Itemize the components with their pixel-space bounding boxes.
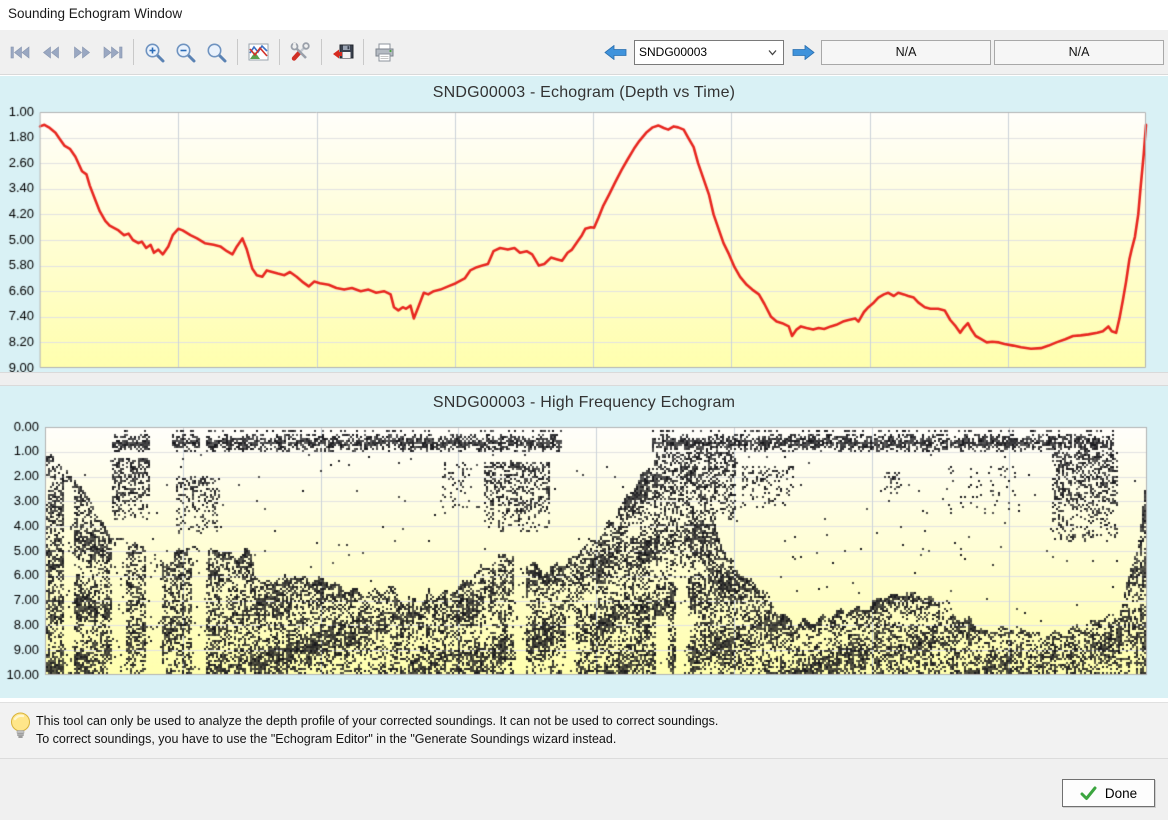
go-first-button[interactable] (5, 37, 34, 67)
done-button-label: Done (1104, 785, 1138, 801)
toolbar: SNDG00003 N/A N/A (0, 30, 1168, 75)
zoom-in-icon (145, 43, 165, 62)
checkmark-icon (1080, 786, 1097, 800)
na-button-2[interactable]: N/A (994, 39, 1164, 65)
depth-profile-chart-panel: SNDG00003 - Echogram (Depth vs Time) (0, 76, 1168, 372)
print-button[interactable] (370, 37, 399, 67)
toolbar-separator (279, 39, 280, 65)
tip-text: This tool can only be used to analyze th… (36, 712, 718, 748)
chart-settings-icon (248, 43, 269, 61)
toolbar-separator (237, 39, 238, 65)
zoom-in-button[interactable] (140, 37, 169, 67)
chart-settings-button[interactable] (244, 37, 273, 67)
bottom-bar: Done (0, 758, 1168, 820)
tip-line-1: This tool can only be used to analyze th… (36, 714, 719, 728)
sounding-select[interactable]: SNDG00003 (634, 39, 784, 65)
print-icon (375, 43, 394, 61)
go-next-icon (73, 45, 90, 59)
go-last-icon (103, 45, 122, 59)
go-last-button[interactable] (98, 37, 127, 67)
high-frequency-echogram-panel: SNDG00003 - High Frequency Echogram (0, 386, 1168, 698)
go-previous-button[interactable] (36, 37, 65, 67)
go-previous-icon (42, 45, 59, 59)
go-first-icon (10, 45, 29, 59)
save-echogram-button[interactable] (328, 37, 357, 67)
toolbar-separator (363, 39, 364, 65)
zoom-window-button[interactable] (202, 37, 231, 67)
tip-panel: This tool can only be used to analyze th… (0, 702, 1168, 758)
zoom-out-button[interactable] (171, 37, 200, 67)
lightbulb-icon (11, 712, 30, 738)
toolbar-separator (321, 39, 322, 65)
zoom-window-icon (207, 43, 227, 62)
save-echogram-icon (332, 44, 353, 58)
na-button-1[interactable]: N/A (821, 39, 991, 65)
window-title: Sounding Echogram Window (8, 6, 183, 21)
depth-profile-chart[interactable] (0, 76, 1168, 372)
panel-splitter[interactable] (0, 372, 1168, 386)
chevron-down-icon (768, 49, 777, 55)
high-frequency-echogram-chart[interactable] (0, 386, 1168, 698)
done-button[interactable]: Done (1062, 779, 1155, 807)
window-titlebar: Sounding Echogram Window (0, 0, 1168, 30)
toolbar-separator (133, 39, 134, 65)
sounding-select-value: SNDG00003 (639, 45, 708, 59)
next-sounding-button[interactable] (788, 37, 818, 67)
arrow-right-icon (792, 44, 815, 60)
tip-line-2: To correct soundings, you have to use th… (36, 732, 617, 746)
tools-button[interactable] (286, 37, 315, 67)
tools-icon (290, 42, 310, 61)
zoom-out-icon (176, 43, 196, 62)
go-next-button[interactable] (67, 37, 96, 67)
arrow-left-icon (603, 44, 626, 60)
previous-sounding-button[interactable] (600, 37, 630, 67)
